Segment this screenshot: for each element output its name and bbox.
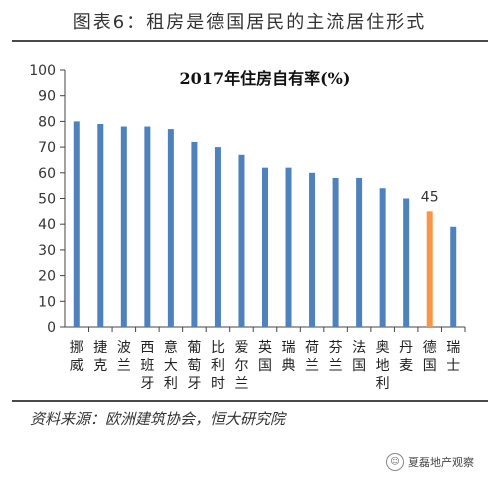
x-tick-label: 英 (258, 339, 272, 356)
y-tick-label: 80 (38, 114, 56, 130)
bar (356, 177, 363, 327)
bar (120, 126, 127, 327)
bar (285, 167, 292, 327)
y-tick-label: 10 (38, 294, 56, 310)
x-tick-label: 威 (70, 358, 84, 374)
x-tick-label: 波 (117, 340, 131, 356)
chart-title: 2017年住房自有率(%) (180, 69, 351, 88)
watermark-text: 夏磊地产观察 (408, 456, 474, 469)
bar (144, 126, 151, 327)
wechat-icon: ☺ (386, 453, 404, 471)
bottom-rule (12, 400, 488, 402)
x-tick-label: 典 (282, 358, 296, 374)
bar (191, 141, 198, 327)
x-tick-label: 国 (423, 358, 437, 374)
x-tick-label: 地 (376, 358, 390, 374)
x-tick-label: 奥 (376, 339, 390, 356)
x-tick-label: 葡 (187, 340, 201, 356)
source-note: 资料来源：欧洲建筑协会，恒大研究院 (30, 410, 286, 428)
bar-chart: 2017年住房自有率(%) 0 10 20 30 40 50 60 70 80 90 100 挪威捷克波… (29, 63, 466, 392)
x-tick-label: 大 (164, 358, 178, 374)
x-tick-label: 兰 (305, 358, 319, 374)
x-tick-label: 爱 (234, 340, 248, 356)
y-tick-label: 20 (38, 269, 56, 285)
y-tick-label: 0 (47, 320, 56, 336)
y-tick-label: 40 (38, 217, 56, 233)
y-tick-label: 100 (29, 63, 56, 79)
y-tick-label: 60 (38, 166, 56, 182)
figure-title: 图表6：租房是德国居民的主流居住形式 (72, 12, 427, 33)
x-tick-label: 捷 (93, 340, 107, 356)
x-tick-label: 牙 (140, 376, 154, 392)
bar (403, 198, 410, 327)
bar (450, 226, 457, 327)
y-tick-label: 50 (38, 192, 56, 208)
data-label: 45 (421, 189, 439, 205)
bar (332, 177, 339, 327)
x-tick-label: 萄 (187, 358, 201, 374)
bar (309, 172, 316, 327)
bar (426, 211, 433, 327)
x-tick-label: 西 (140, 340, 154, 356)
x-tick-label: 国 (258, 358, 272, 374)
x-tick-label: 法 (352, 340, 366, 356)
x-tick-label: 麦 (399, 358, 413, 374)
x-tick-label: 克 (93, 358, 107, 374)
x-tick-label: 荷 (305, 340, 319, 356)
x-tick-label: 瑞 (282, 340, 296, 356)
bar (262, 167, 268, 327)
bar (167, 129, 174, 327)
x-tick-label: 挪 (70, 340, 84, 356)
x-tick-label: 利 (376, 376, 390, 392)
x-tick-label: 瑞 (446, 340, 460, 356)
x-tick-label: 时 (211, 376, 225, 392)
x-tick-label: 丹 (399, 340, 413, 356)
top-rule (12, 40, 488, 42)
y-tick-label: 30 (38, 243, 56, 259)
x-tick-label: 士 (446, 358, 460, 374)
y-tick-label: 90 (38, 89, 56, 105)
x-tick-label: 芬 (329, 340, 343, 356)
x-tick-label: 尔 (234, 358, 248, 374)
bar (97, 123, 104, 327)
bar (379, 188, 386, 327)
x-tick-label: 兰 (234, 376, 248, 392)
x-tick-label: 利 (164, 376, 178, 392)
x-tick-label: 班 (140, 358, 154, 374)
x-tick-label: 牙 (187, 376, 201, 392)
x-tick-label: 兰 (329, 358, 343, 374)
x-tick-label: 德 (423, 340, 437, 356)
y-tick-label: 70 (38, 140, 56, 156)
x-tick-label: 利 (211, 358, 225, 374)
bar (214, 147, 221, 327)
x-tick-label: 比 (211, 340, 225, 356)
watermark: ☺ 夏磊地产观察 (386, 453, 474, 471)
bar (73, 121, 80, 328)
bar (238, 154, 245, 327)
x-tick-label: 意 (164, 339, 178, 356)
x-tick-label: 国 (352, 358, 366, 374)
x-tick-label: 兰 (117, 358, 131, 374)
